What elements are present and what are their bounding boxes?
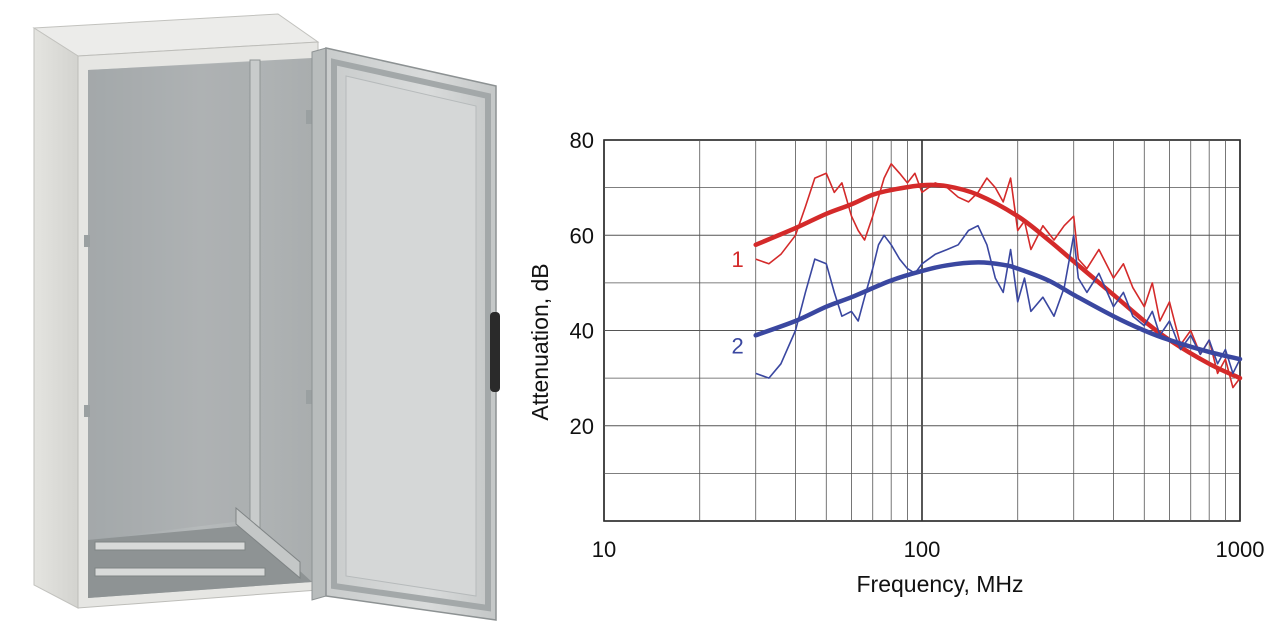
y-axis-label: Attenuation, dB	[527, 263, 553, 420]
series-1-smooth-line	[753, 182, 1243, 381]
x-tick-label: 10	[592, 537, 616, 562]
x-axis-ticks: 10 100 1000	[592, 537, 1265, 562]
series-layer	[753, 163, 1243, 389]
x-tick-label: 1000	[1216, 537, 1265, 562]
y-tick-label: 40	[570, 319, 594, 344]
x-tick-label: 100	[904, 537, 941, 562]
series-label-1: 1	[731, 247, 743, 272]
enclosure-body	[32, 13, 320, 609]
series-2-smooth-line	[753, 260, 1243, 362]
enclosure-door	[311, 47, 500, 621]
series-2-measured-line	[755, 224, 1241, 379]
y-tick-label: 80	[570, 128, 594, 153]
series-label-2: 2	[731, 333, 743, 358]
x-axis-label: Frequency, MHz	[856, 571, 1023, 597]
enclosure-photo	[32, 13, 500, 621]
y-tick-label: 60	[570, 223, 594, 248]
series-labels: 12	[731, 247, 743, 358]
y-axis-ticks: 20 40 60 80	[570, 128, 594, 439]
series-1-measured-line	[755, 163, 1241, 389]
y-tick-label: 20	[570, 414, 594, 439]
